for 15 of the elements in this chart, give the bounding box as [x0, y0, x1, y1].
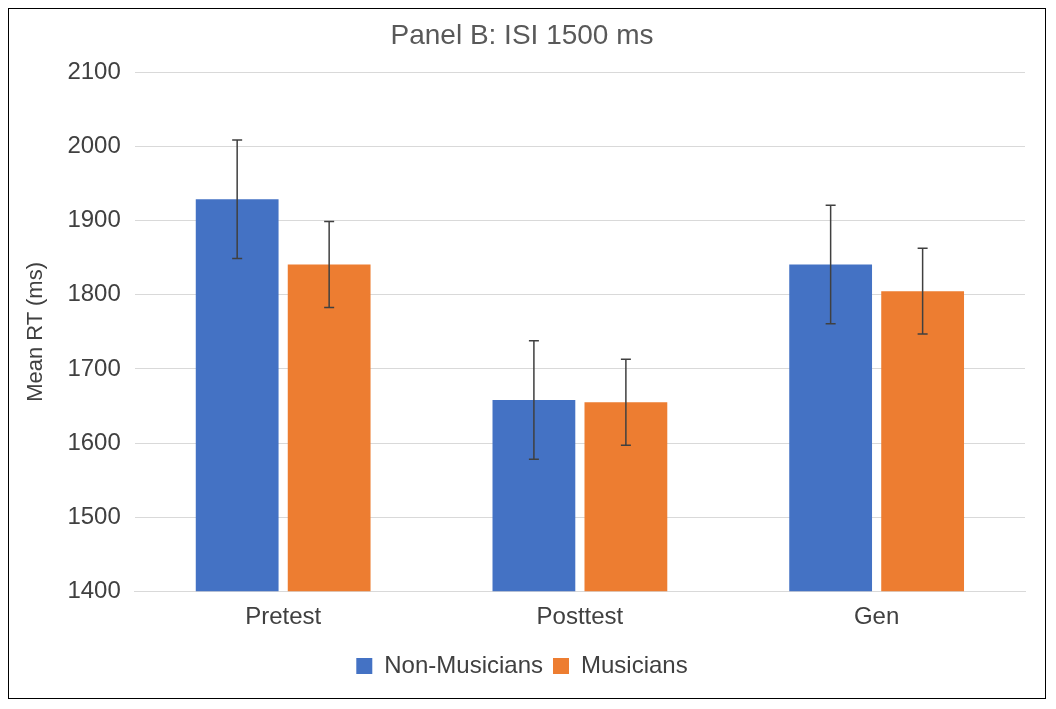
y-tick-label: 1600	[67, 427, 121, 455]
chart-title: Panel B: ISI 1500 ms	[390, 18, 654, 50]
y-tick-label: 1900	[67, 205, 121, 233]
y-tick-label: 1700	[67, 353, 121, 381]
x-tick-label: Posttest	[536, 602, 624, 630]
y-tick-label: 2000	[67, 131, 121, 159]
y-tick-label: 1500	[67, 501, 121, 529]
y-axis-title: Mean RT (ms)	[22, 262, 48, 402]
y-tick-label: 1800	[67, 279, 121, 307]
y-tick-label: 2100	[67, 57, 121, 85]
legend-label: Musicians	[581, 650, 688, 678]
x-tick-label: Pretest	[245, 602, 322, 630]
x-tick-label: Gen	[853, 602, 900, 630]
legend-label: Non-Musicians	[384, 650, 544, 678]
y-tick-label: 1400	[67, 575, 121, 603]
